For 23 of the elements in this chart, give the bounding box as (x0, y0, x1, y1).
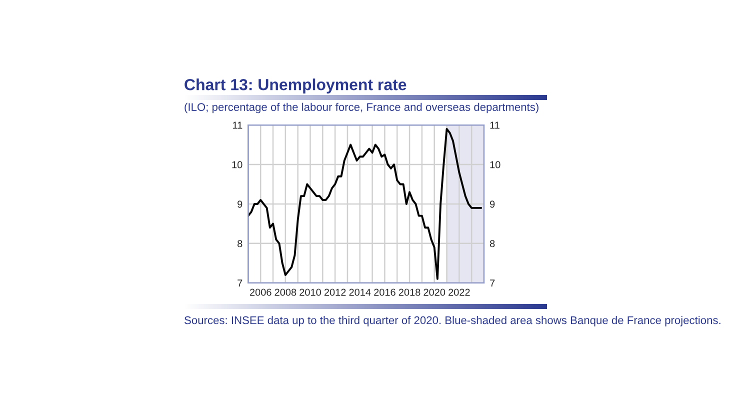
x-tick-label: 2020 (424, 288, 446, 296)
y2-tick-label: 11 (490, 122, 500, 129)
y-tick-label: 7 (238, 280, 242, 287)
x-tick-label: 2010 (300, 288, 321, 296)
x-tick-label: 2014 (349, 288, 371, 296)
chart-subtitle: (ILO; percentage of the labour force, France and overseas departments) (184, 102, 538, 114)
y-tick-label: 9 (238, 200, 242, 208)
x-tick-label: 2022 (448, 288, 470, 296)
y2-tick-label: 8 (490, 240, 495, 248)
y2-tick-label: 10 (490, 161, 500, 168)
x-tick-label: 2012 (324, 288, 346, 296)
y-tick-label: 8 (238, 240, 242, 248)
x-tick-label: 2016 (374, 288, 396, 296)
x-tick-label: 2018 (398, 288, 420, 296)
y2-tick-label: 9 (490, 200, 495, 208)
y-tick-label: 11 (233, 122, 242, 129)
y-tick-label: 10 (232, 161, 242, 168)
source-note: Sources: INSEE data up to the third quarter of 2020. Blue-shaded area shows Banque de France projections. (184, 316, 720, 326)
x-tick-label: 2008 (274, 288, 296, 296)
x-tick-label: 2006 (250, 288, 272, 296)
line-series (248, 128, 482, 280)
y2-tick-label: 7 (490, 280, 495, 287)
chart-title: Chart 13: Unemployment rate (184, 78, 406, 94)
